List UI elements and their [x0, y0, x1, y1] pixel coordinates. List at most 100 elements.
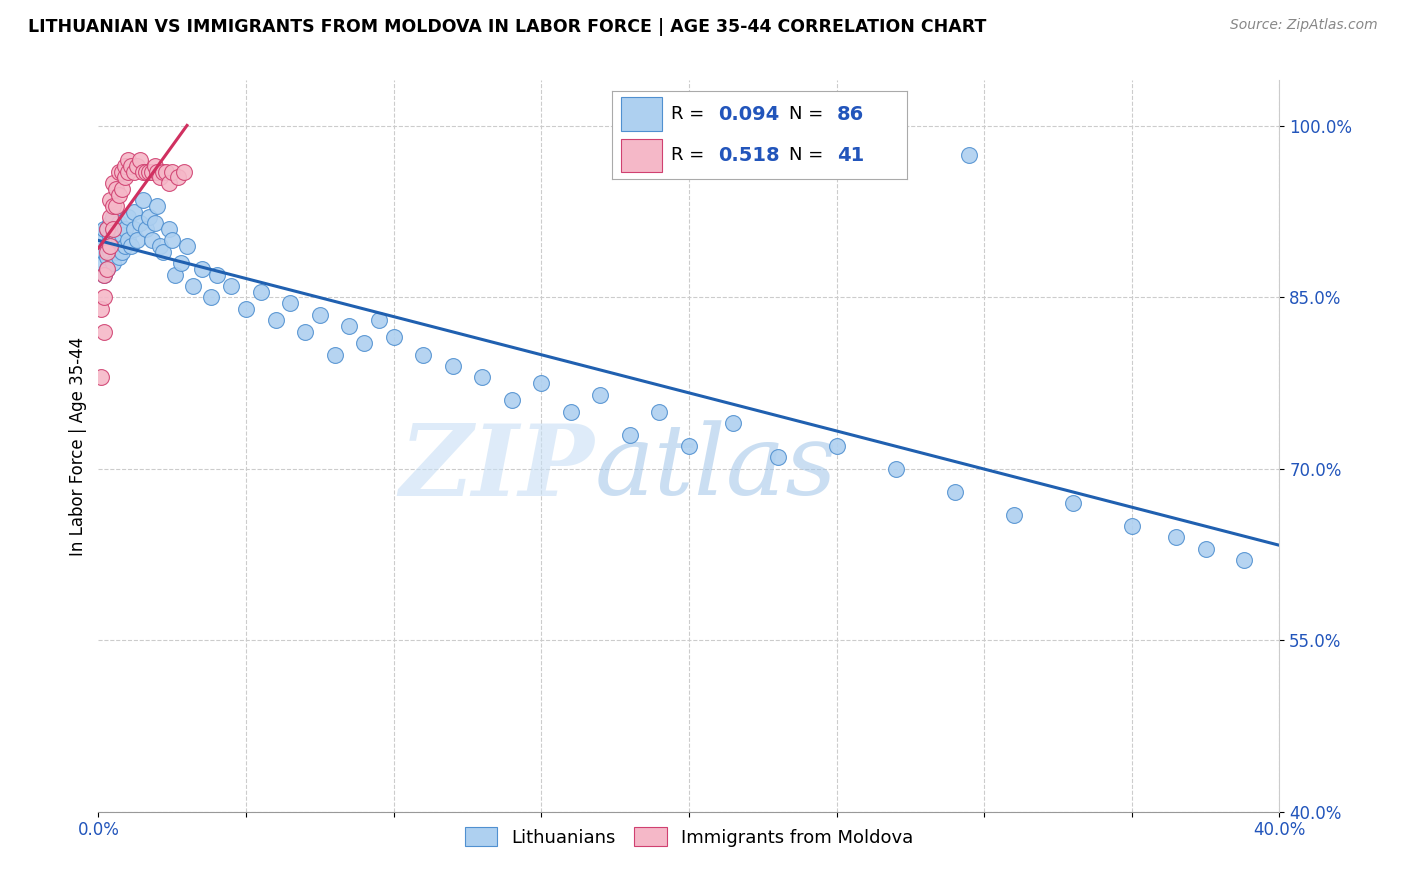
Point — [1166, 530, 1188, 544]
Point — [108, 165, 131, 179]
Point — [176, 239, 198, 253]
Point — [117, 233, 139, 247]
Point — [162, 233, 183, 247]
Point — [122, 165, 145, 179]
Point — [93, 222, 115, 236]
Point — [143, 159, 166, 173]
Point — [90, 256, 112, 270]
Point — [128, 153, 150, 168]
Point — [441, 359, 464, 373]
Point — [114, 222, 136, 236]
Point — [111, 182, 134, 196]
Point — [766, 450, 789, 465]
Point — [108, 251, 131, 265]
Point — [280, 296, 302, 310]
Point — [108, 233, 131, 247]
Point — [96, 244, 118, 259]
Point — [105, 244, 128, 259]
Point — [96, 251, 118, 265]
Point — [114, 159, 136, 173]
Point — [132, 165, 155, 179]
Point — [959, 147, 981, 161]
Point — [165, 268, 187, 282]
Point — [114, 239, 136, 253]
Point — [143, 216, 166, 230]
Point — [117, 165, 139, 179]
Point — [149, 170, 172, 185]
Point — [98, 244, 121, 259]
Point — [167, 170, 190, 185]
Point — [103, 239, 125, 253]
Point — [1121, 519, 1143, 533]
Point — [323, 347, 346, 362]
Point — [135, 165, 157, 179]
Text: ZIP: ZIP — [399, 420, 595, 516]
Point — [103, 199, 125, 213]
Point — [1062, 496, 1084, 510]
Point — [105, 222, 128, 236]
Point — [884, 462, 907, 476]
Point — [200, 290, 222, 304]
Point — [368, 313, 391, 327]
Point — [93, 325, 115, 339]
Point — [96, 261, 118, 276]
Point — [93, 268, 115, 282]
Point — [501, 393, 523, 408]
Point — [132, 194, 155, 208]
Point — [125, 159, 148, 173]
Point — [120, 239, 142, 253]
Point — [1195, 541, 1218, 556]
Point — [309, 308, 332, 322]
Point — [98, 239, 121, 253]
Point — [103, 227, 125, 242]
Text: LITHUANIAN VS IMMIGRANTS FROM MOLDOVA IN LABOR FORCE | AGE 35-44 CORRELATION CHA: LITHUANIAN VS IMMIGRANTS FROM MOLDOVA IN… — [28, 18, 987, 36]
Point — [93, 244, 115, 259]
Point — [723, 416, 745, 430]
Point — [1233, 553, 1256, 567]
Point — [820, 159, 842, 173]
Point — [117, 153, 139, 168]
Point — [221, 279, 243, 293]
Point — [125, 233, 148, 247]
Point — [96, 239, 118, 253]
Point — [122, 204, 145, 219]
Point — [353, 336, 375, 351]
Point — [90, 301, 112, 316]
Point — [157, 176, 180, 190]
Point — [141, 165, 163, 179]
Point — [103, 222, 125, 236]
Legend: Lithuanians, Immigrants from Moldova: Lithuanians, Immigrants from Moldova — [457, 820, 921, 854]
Point — [250, 285, 273, 299]
Point — [117, 211, 139, 225]
Point — [235, 301, 257, 316]
Point — [98, 216, 121, 230]
Point — [943, 484, 966, 499]
Point — [157, 222, 180, 236]
Point — [530, 376, 553, 391]
Point — [141, 233, 163, 247]
Point — [105, 199, 128, 213]
Point — [339, 318, 361, 333]
Point — [412, 347, 434, 362]
Point — [173, 165, 195, 179]
Point — [103, 176, 125, 190]
Point — [96, 261, 118, 276]
Point — [111, 244, 134, 259]
Point — [122, 222, 145, 236]
Point — [146, 199, 169, 213]
Point — [98, 227, 121, 242]
Text: atlas: atlas — [595, 420, 837, 516]
Point — [103, 256, 125, 270]
Point — [138, 211, 160, 225]
Point — [93, 268, 115, 282]
Point — [382, 330, 405, 344]
Point — [152, 244, 174, 259]
Point — [98, 194, 121, 208]
Point — [105, 233, 128, 247]
Point — [825, 439, 848, 453]
Point — [90, 233, 112, 247]
Point — [170, 256, 193, 270]
Point — [152, 165, 174, 179]
Point — [1002, 508, 1025, 522]
Text: Source: ZipAtlas.com: Source: ZipAtlas.com — [1230, 18, 1378, 32]
